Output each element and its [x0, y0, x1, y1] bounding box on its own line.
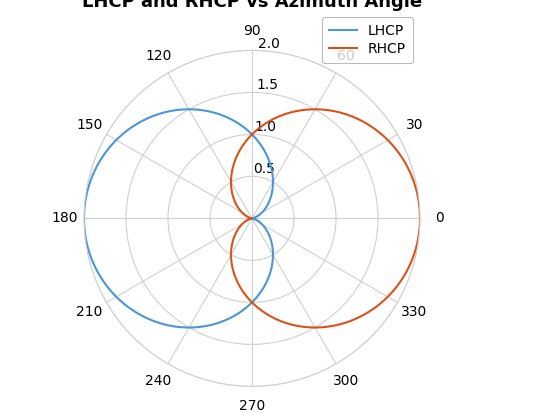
RHCP	[417, 216, 423, 221]
Line: LHCP: LHCP	[84, 109, 273, 328]
LHCP	[262, 283, 268, 288]
LHCP	[267, 272, 273, 277]
LHCP	[97, 157, 104, 162]
RHCP	[417, 216, 423, 221]
LHCP	[204, 323, 211, 328]
RHCP	[370, 125, 376, 130]
RHCP	[268, 314, 274, 319]
LHCP	[249, 216, 255, 221]
Title: LHCP and RHCP vs Azimuth Angle: LHCP and RHCP vs Azimuth Angle	[82, 0, 422, 11]
RHCP	[236, 207, 243, 213]
LHCP	[262, 206, 269, 211]
RHCP	[243, 214, 250, 219]
RHCP	[282, 320, 288, 325]
RHCP	[249, 216, 255, 221]
RHCP	[229, 264, 236, 269]
LHCP	[122, 129, 129, 134]
Line: RHCP: RHCP	[231, 109, 420, 328]
LHCP	[81, 215, 87, 220]
Legend: LHCP, RHCP: LHCP, RHCP	[322, 17, 413, 63]
LHCP	[249, 216, 255, 221]
